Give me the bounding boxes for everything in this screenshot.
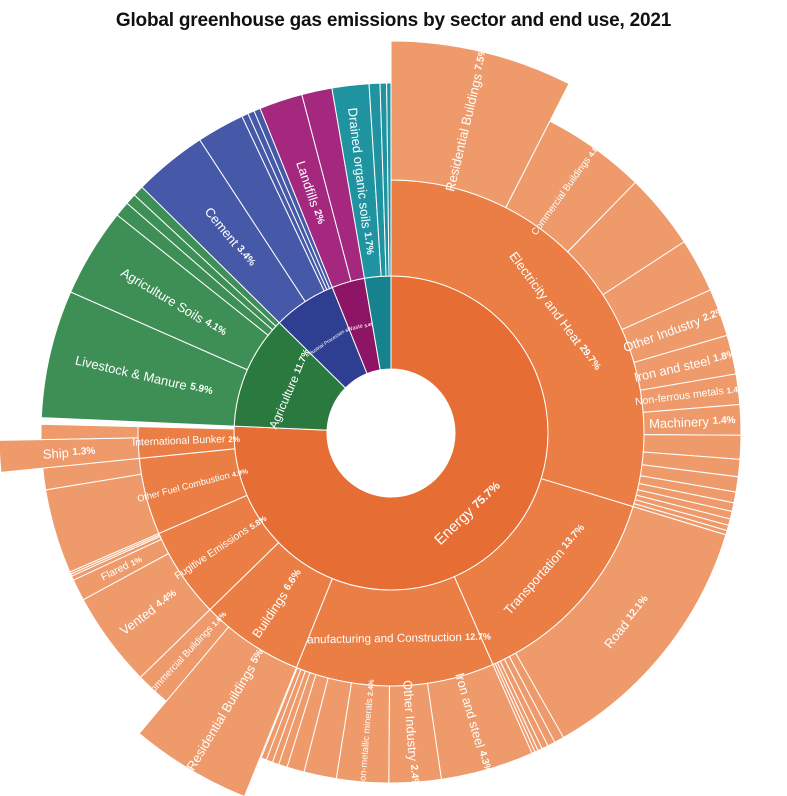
drained-organic-soils-percent: 1.7% [362, 231, 376, 255]
manufacturing-and-construction-name: Manufacturing and Construction [297, 630, 465, 646]
livestock-and-manure-percent: 5.9% [189, 381, 214, 397]
machinery-name: Machinery [649, 413, 713, 430]
chart-title: Global greenhouse gas emissions by secto… [115, 10, 672, 31]
other-industry-label: Other Industry 2.4% [401, 680, 423, 788]
landfills-percent: 2% [312, 208, 327, 225]
ship-label: Ship 1.3% [42, 443, 95, 461]
other-fuel-combustion-percent: 4.9% [231, 466, 250, 479]
enduse-segment-0-6-1 [40, 423, 139, 441]
international-bunker-label: International Bunker 2% [132, 433, 240, 448]
other-industry-percent: 2.4% [408, 764, 421, 788]
international-bunker-name: International Bunker [132, 434, 228, 449]
ship-percent: 1.3% [72, 445, 96, 457]
international-bunker-percent: 2% [228, 434, 240, 443]
enduse-residential-buildings [390, 40, 570, 209]
subsector-segment-4-3 [386, 82, 392, 277]
enduse-residential-buildings [138, 626, 298, 796]
manufacturing-and-construction-percent: 12.7% [465, 631, 491, 641]
machinery-percent: 1.4% [712, 415, 735, 427]
manufacturing-and-construction-label: Manufacturing and Construction 12.7% [297, 630, 491, 646]
ship-name: Ship [42, 445, 72, 462]
iron-and-steel-percent: 1.8% [712, 348, 737, 364]
waste-name: Waste [347, 323, 365, 333]
non-metallic-minerals-percent: 2.4% [365, 679, 375, 697]
other-industry-name: Other Industry [401, 680, 422, 765]
machinery-label: Machinery 1.4% [649, 413, 736, 431]
waste-percent: 3.4% [364, 321, 375, 329]
waste-label: Waste 3.4% [347, 320, 375, 333]
non-ferrous-metals-percent: 1.4% [726, 384, 746, 395]
residential-buildings-percent: 7.5% [473, 46, 489, 71]
